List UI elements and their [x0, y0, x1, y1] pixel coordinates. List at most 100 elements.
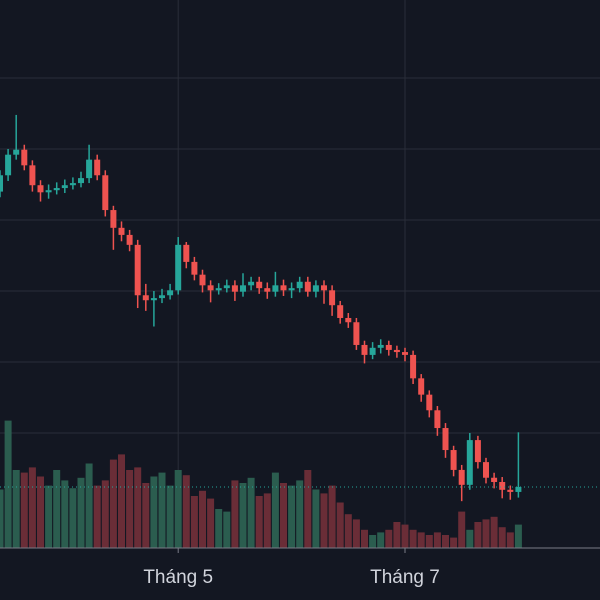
candle-body	[491, 477, 498, 482]
volume-bar	[101, 480, 109, 548]
candle-body	[21, 149, 28, 166]
volume-bar	[4, 420, 12, 548]
candle-body	[369, 347, 376, 355]
volume-bar	[223, 511, 231, 548]
candle-body	[191, 261, 198, 275]
volume-bar	[344, 514, 352, 548]
candle-body	[402, 352, 408, 355]
candle-body	[442, 428, 449, 451]
volume-bar	[498, 527, 506, 548]
volume-bar	[166, 485, 174, 548]
volume-bar	[134, 467, 142, 548]
volume-bar	[393, 522, 401, 548]
candle-body	[272, 285, 279, 292]
volume-bar	[514, 524, 522, 548]
candle-body	[288, 288, 295, 291]
candle-body	[167, 290, 174, 296]
candle-body	[126, 234, 133, 245]
volume-bar	[466, 529, 474, 548]
volume-bar	[490, 516, 498, 548]
candle-body	[183, 244, 190, 262]
candle-body	[304, 281, 311, 292]
candle-body	[410, 354, 417, 379]
volume-bar	[93, 485, 101, 548]
candle-body	[321, 285, 327, 291]
volume-bar	[328, 485, 336, 548]
volume-bar	[37, 476, 44, 548]
candle-body	[353, 322, 360, 345]
volume-bar	[352, 519, 360, 548]
candle-body	[61, 185, 68, 189]
volume-bar	[369, 535, 377, 548]
volume-bar	[263, 493, 271, 548]
candle-body	[78, 178, 84, 184]
volume-bar	[77, 477, 85, 548]
candle-body	[264, 288, 271, 292]
volume-bar	[336, 502, 344, 548]
candle-body	[5, 154, 12, 176]
volume-bar	[442, 535, 449, 548]
candle-body	[223, 285, 230, 289]
candle-body	[418, 378, 425, 395]
volume-bar	[142, 483, 150, 548]
x-tick-label: Tháng 7	[370, 567, 440, 588]
volume-bar	[150, 476, 158, 548]
candle-body	[329, 290, 336, 306]
volume-bar	[304, 470, 312, 548]
candle-body	[134, 244, 141, 296]
volume-bar	[255, 496, 263, 548]
candle-body	[175, 244, 182, 291]
volume-bar	[158, 472, 166, 548]
volume-bar	[12, 470, 20, 548]
volume-bar	[482, 519, 490, 548]
volume-bar	[190, 496, 198, 548]
volume-bar	[409, 529, 417, 548]
volume-bar	[126, 470, 134, 548]
candle-body	[53, 188, 60, 191]
volume-bar	[53, 470, 61, 548]
volume-bar	[296, 480, 304, 548]
candle-body	[69, 183, 76, 186]
candle-body	[13, 149, 20, 155]
volume-bar	[450, 537, 458, 548]
volume-bar	[458, 511, 466, 548]
volume-bar	[288, 485, 296, 548]
volume-bar	[45, 485, 53, 548]
candle-body	[29, 165, 36, 186]
volume-bar	[207, 498, 215, 548]
candle-body	[434, 410, 441, 429]
volume-bar	[215, 509, 223, 548]
candle-body	[458, 469, 465, 485]
volume-bar	[433, 532, 441, 548]
candle-body	[150, 298, 157, 301]
candle-body	[110, 210, 117, 228]
volume-bar	[247, 477, 255, 548]
volume-bar	[361, 529, 368, 548]
volume-bar	[69, 488, 77, 548]
candle-body	[256, 281, 263, 289]
volume-bar	[231, 480, 239, 548]
candle-body	[393, 349, 400, 353]
volume-bar	[182, 475, 190, 548]
candle-body	[45, 190, 52, 193]
volume-bar	[312, 489, 320, 548]
volume-bar	[271, 472, 279, 548]
volume-bar	[506, 532, 514, 548]
candle-body	[248, 281, 255, 286]
volume-bar	[174, 470, 182, 548]
candle-body	[215, 288, 222, 291]
candle-body	[377, 344, 384, 348]
candle-body	[207, 285, 214, 291]
volume-bar	[474, 522, 482, 548]
candle-body	[499, 481, 506, 490]
volume-bar	[377, 532, 385, 548]
candle-body	[240, 285, 246, 292]
volume-bar	[385, 529, 393, 548]
candle-body	[199, 274, 206, 286]
volume-bar	[417, 532, 425, 548]
candle-body	[0, 175, 3, 192]
candle-body	[280, 285, 287, 291]
candle-body	[37, 185, 44, 193]
